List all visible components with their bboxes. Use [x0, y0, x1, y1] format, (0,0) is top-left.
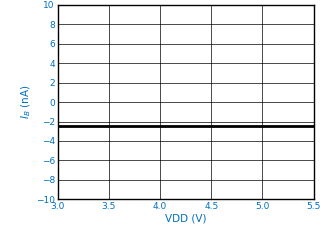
- X-axis label: VDD (V): VDD (V): [165, 214, 206, 224]
- Y-axis label: $I_B$ (nA): $I_B$ (nA): [20, 85, 33, 119]
